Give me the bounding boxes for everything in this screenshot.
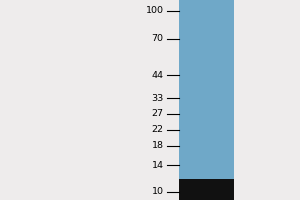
Text: 27: 27 xyxy=(152,109,164,118)
Text: 22: 22 xyxy=(152,125,164,134)
Bar xyxy=(178,0,234,200)
Text: 70: 70 xyxy=(152,34,164,43)
Text: 44: 44 xyxy=(152,71,164,80)
Text: 10: 10 xyxy=(152,187,164,196)
Text: 100: 100 xyxy=(146,6,164,15)
Bar xyxy=(178,179,234,200)
Text: 18: 18 xyxy=(152,141,164,150)
Text: 14: 14 xyxy=(152,161,164,170)
Text: 33: 33 xyxy=(151,94,164,103)
